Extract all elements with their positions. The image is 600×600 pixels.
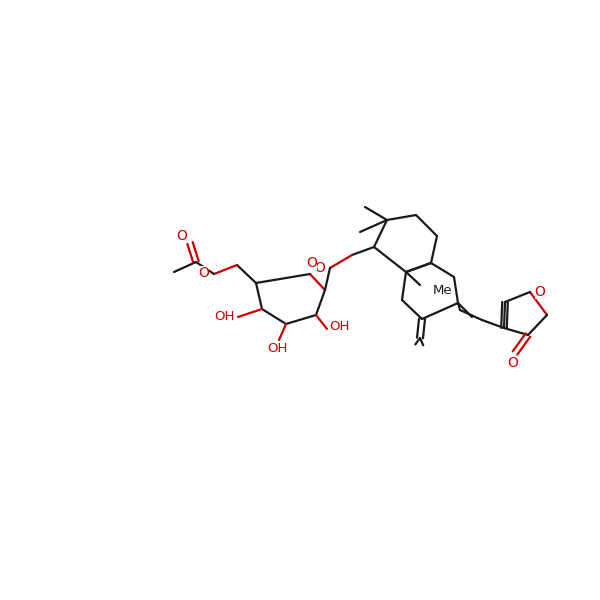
Text: O: O — [307, 256, 317, 270]
Text: O: O — [199, 266, 209, 280]
Text: OH: OH — [267, 343, 287, 355]
Text: OH: OH — [329, 320, 349, 334]
Text: O: O — [508, 356, 518, 370]
Text: Me: Me — [433, 283, 453, 296]
Text: O: O — [535, 285, 545, 299]
Text: OH: OH — [214, 311, 234, 323]
Text: O: O — [176, 229, 187, 243]
Text: O: O — [314, 261, 325, 275]
